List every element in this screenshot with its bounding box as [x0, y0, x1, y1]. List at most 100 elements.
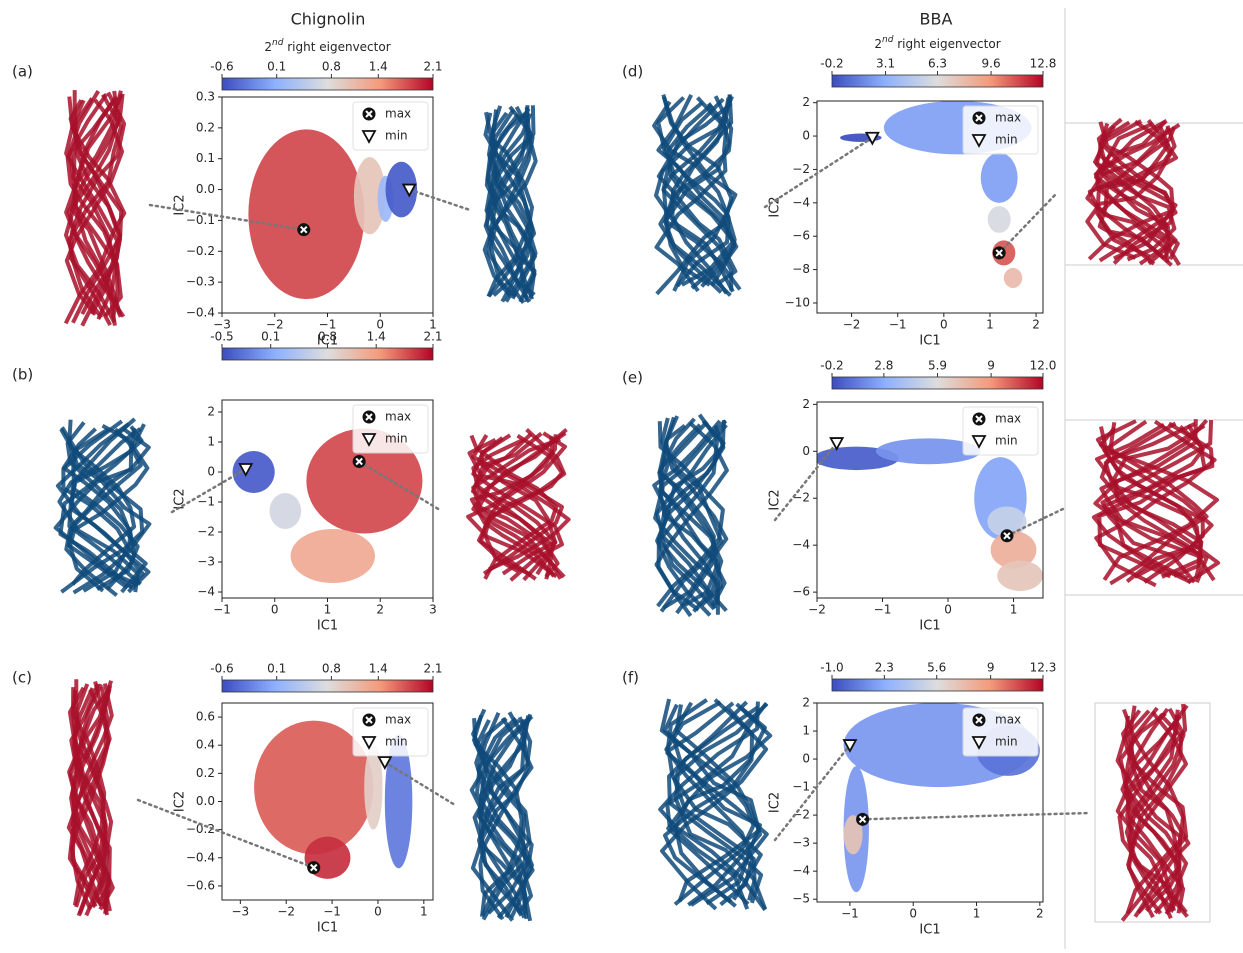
connector [148, 203, 306, 231]
colorbar-tick-label: 12.8 [1030, 57, 1057, 71]
panel-label: (b) [12, 366, 33, 384]
strand [1128, 705, 1191, 918]
strand [672, 700, 757, 901]
structure-image [482, 105, 538, 304]
legend-label: min [385, 129, 408, 143]
y-tick-label: −10 [785, 295, 810, 309]
density-cell [875, 438, 981, 465]
x-tick-label: 1 [973, 907, 981, 921]
x-tick-label: −1 [319, 318, 337, 332]
legend-label: max [995, 111, 1021, 125]
structure-image [63, 89, 127, 327]
x-tick-label: −2 [266, 318, 284, 332]
colorbar-tick-label: 0.1 [267, 60, 286, 74]
strand [659, 698, 756, 906]
strand [71, 98, 120, 319]
y-tick-label: −0.4 [186, 850, 215, 864]
strand [670, 701, 769, 907]
density-cell [980, 152, 1018, 203]
strand [65, 421, 133, 593]
y-tick-label: −4 [792, 864, 810, 878]
legend-label: max [995, 412, 1021, 426]
colorbar-tick-label: 12.0 [1030, 359, 1057, 373]
legend-label: max [995, 713, 1021, 727]
colorbar-tick-label: 9 [987, 359, 995, 373]
strand [70, 417, 145, 589]
x-tick-label: 1 [986, 318, 994, 332]
strand [471, 708, 532, 917]
strand [483, 112, 537, 298]
panel-label: (a) [12, 63, 33, 81]
x-tick-label: −2 [808, 603, 826, 617]
density [254, 720, 413, 879]
x-tick-label: 1 [324, 603, 332, 617]
y-tick-label: 2 [802, 696, 810, 710]
colorbar-tick-label: 9.6 [982, 57, 1001, 71]
column-title: Chignolin [291, 10, 366, 29]
marker-cross [355, 457, 363, 466]
strand [657, 417, 724, 613]
x-axis-label: IC1 [919, 619, 940, 634]
plot-frame [816, 100, 1044, 314]
density-cell [385, 161, 418, 218]
marker-cross [310, 863, 318, 872]
marker-cross [975, 716, 983, 724]
strand [1112, 424, 1206, 579]
marker-max [972, 713, 986, 727]
connector [383, 760, 457, 807]
strand [484, 112, 535, 300]
strand [1099, 426, 1219, 582]
strand [1127, 707, 1186, 911]
y-axis-label: IC2 [768, 489, 783, 510]
strand [65, 92, 123, 318]
colorbar-tick-label: 3.1 [876, 57, 895, 71]
marker-max [352, 455, 366, 468]
structure-image [53, 417, 152, 597]
strand [655, 96, 734, 296]
y-tick-label: 0 [207, 465, 215, 479]
strand [1087, 121, 1175, 261]
strand [469, 434, 559, 580]
y-tick-label: 2 [802, 95, 810, 109]
x-tick-label: 1 [1010, 603, 1018, 617]
marker-cross [858, 815, 867, 824]
y-tick-label: 1 [802, 724, 810, 738]
density-cell [364, 745, 383, 830]
x-tick-label: 0 [271, 603, 279, 617]
y-tick-label: −0.2 [186, 244, 215, 258]
colorbar-tick-label: -0.6 [210, 60, 233, 74]
y-tick-label: −2 [792, 491, 810, 505]
x-axis-label: IC1 [317, 921, 338, 936]
legend-label: max [385, 713, 411, 727]
y-tick-label: −4 [792, 195, 810, 209]
colorbar-tick-label: 2.1 [423, 60, 442, 74]
connector [763, 136, 874, 209]
y-tick-label: 2 [802, 397, 810, 411]
x-tick-label: 2 [1032, 318, 1040, 332]
x-tick-label: −1 [889, 318, 907, 332]
density-cell [987, 206, 1011, 233]
marker-max [362, 107, 376, 121]
strand [69, 91, 127, 327]
structure-image [1091, 418, 1221, 588]
structure-image [652, 413, 729, 618]
y-tick-label: 0 [802, 444, 810, 458]
strand [471, 434, 564, 576]
legend-label: min [995, 434, 1018, 448]
structure-image [1085, 117, 1181, 267]
marker-max [362, 713, 376, 727]
x-tick-label: 0 [940, 318, 948, 332]
y-tick-label: −8 [792, 262, 810, 276]
y-tick-label: −6 [792, 229, 810, 243]
connector [997, 193, 1057, 255]
colorbar-label-part: nd [272, 38, 284, 48]
density [232, 428, 423, 583]
marker-cross [300, 225, 308, 234]
density-cell [843, 815, 863, 855]
strand [1099, 421, 1221, 585]
connector [861, 811, 1092, 821]
strand [1115, 709, 1183, 912]
panel-label: (d) [622, 63, 643, 81]
x-tick-label: −3 [231, 905, 249, 919]
